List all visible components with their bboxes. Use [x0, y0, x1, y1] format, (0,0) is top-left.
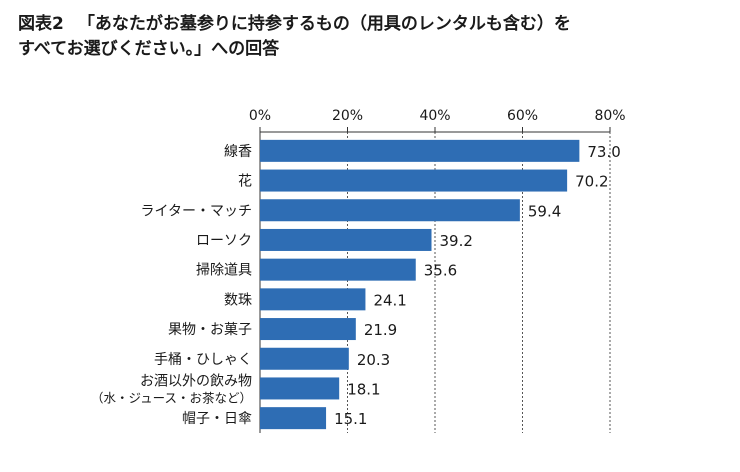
bar: [260, 228, 432, 251]
category-label: ローソク: [196, 233, 252, 249]
value-label: 73.0: [587, 143, 620, 161]
x-tick-label: 80%: [594, 108, 625, 124]
category-label: 数珠: [224, 292, 252, 308]
bar: [260, 377, 340, 400]
category-label: お酒以外の飲み物: [140, 373, 252, 389]
category-label: 花: [238, 174, 252, 190]
bar: [260, 318, 356, 341]
bar: [260, 288, 366, 311]
value-label: 59.4: [528, 202, 561, 220]
x-tick-label: 0%: [249, 108, 271, 124]
x-tick-label: 40%: [419, 108, 450, 124]
value-label: 35.6: [424, 262, 457, 280]
category-label: 果物・お菓子: [168, 322, 252, 338]
title-text-line-1: 「あなたがお墓参りに持参するもの（用具のレンタルも含む）を: [77, 14, 571, 34]
bar: [260, 347, 349, 370]
bar: [260, 169, 568, 192]
x-tick-label: 20%: [332, 108, 363, 124]
category-label: 線香: [224, 144, 252, 160]
title-text-line-2: すべてお選びください。」への回答: [18, 39, 280, 59]
bar: [260, 258, 416, 281]
value-label: 20.3: [357, 351, 390, 369]
value-label: 39.2: [440, 232, 473, 250]
bar: [260, 199, 520, 222]
value-label: 24.1: [373, 291, 406, 309]
value-label: 70.2: [575, 173, 608, 191]
bar: [260, 407, 327, 430]
category-label: ライター・マッチ: [141, 203, 252, 219]
value-label: 21.9: [364, 321, 397, 339]
x-tick-label: 60%: [507, 108, 538, 124]
chart-title: 図表2 「あなたがお墓参りに持参するもの（用具のレンタルも含む）を すべてお選びく…: [18, 12, 718, 62]
category-label: 手桶・ひしゃく: [154, 352, 252, 368]
value-label: 18.1: [347, 380, 380, 398]
category-label: 掃除道具: [196, 262, 252, 279]
title-line-2: すべてお選びください。」への回答: [18, 37, 718, 62]
value-label: 15.1: [334, 410, 367, 428]
figure-label: 図表2: [18, 14, 64, 34]
title-line-1: 図表2 「あなたがお墓参りに持参するもの（用具のレンタルも含む）を: [18, 12, 718, 37]
category-sublabel: （水・ジュース・お茶など）: [91, 390, 252, 405]
category-label: 帽子・日傘: [182, 411, 252, 427]
bar: [260, 139, 580, 162]
